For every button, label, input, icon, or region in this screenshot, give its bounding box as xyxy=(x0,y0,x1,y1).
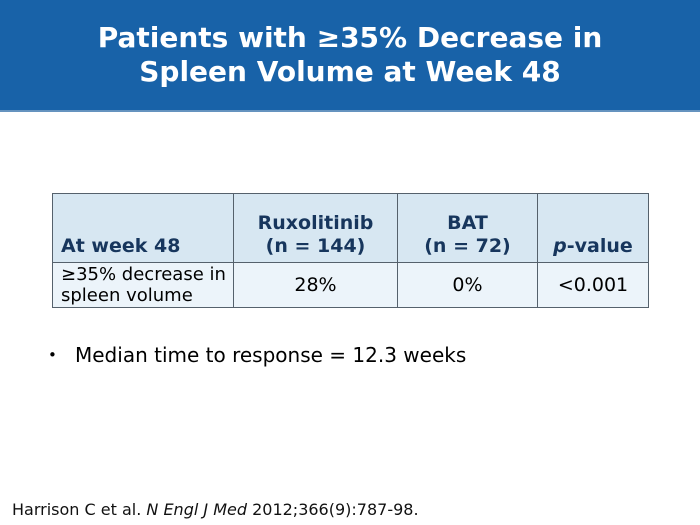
p-symbol: p xyxy=(553,235,567,257)
citation-reference: 2012;366(9):787-98. xyxy=(247,500,419,519)
column-header-bat: BAT (n = 72) xyxy=(397,193,538,263)
column-header-p-value: p-value xyxy=(537,193,649,263)
title-band: Patients with ≥35% Decrease in Spleen Vo… xyxy=(0,0,700,112)
row-label-spleen-volume: ≥35% decrease in spleen volume xyxy=(52,262,234,308)
row-label-line-1: ≥35% decrease in xyxy=(61,264,226,285)
results-table: At week 48 Ruxolitinib (n = 144) BAT (n … xyxy=(52,193,649,308)
bat-value-cell: 0% xyxy=(397,262,538,308)
row-label-line-2: spleen volume xyxy=(61,285,193,306)
slide-title-line-2: Spleen Volume at Week 48 xyxy=(139,55,561,88)
citation-journal: N Engl J Med xyxy=(146,500,247,519)
column-header-label: BAT xyxy=(447,212,488,234)
citation-authors: Harrison C et al. xyxy=(12,500,147,519)
table-data-row: ≥35% decrease in spleen volume 28% 0% <0… xyxy=(52,262,649,308)
bullet-item-median-time: • Median time to response = 12.3 weeks xyxy=(48,343,466,367)
table-header-row: At week 48 Ruxolitinib (n = 144) BAT (n … xyxy=(52,193,649,263)
ruxolitinib-value-cell: 28% xyxy=(233,262,398,308)
p-value-cell: <0.001 xyxy=(537,262,649,308)
column-header-sublabel: (n = 72) xyxy=(424,235,511,257)
column-header-label: At week 48 xyxy=(61,235,181,257)
column-header-sublabel: (n = 144) xyxy=(265,235,366,257)
column-header-label: -value xyxy=(566,235,633,257)
slide-title-line-1: Patients with ≥35% Decrease in xyxy=(97,21,603,54)
column-header-label: Ruxolitinib xyxy=(257,212,374,234)
column-header-ruxolitinib: Ruxolitinib (n = 144) xyxy=(233,193,398,263)
bullet-text: Median time to response = 12.3 weeks xyxy=(75,343,467,367)
bullet-icon: • xyxy=(48,346,57,364)
column-header-at-week-48: At week 48 xyxy=(52,193,234,263)
citation-footer: Harrison C et al. N Engl J Med 2012;366(… xyxy=(12,500,419,519)
